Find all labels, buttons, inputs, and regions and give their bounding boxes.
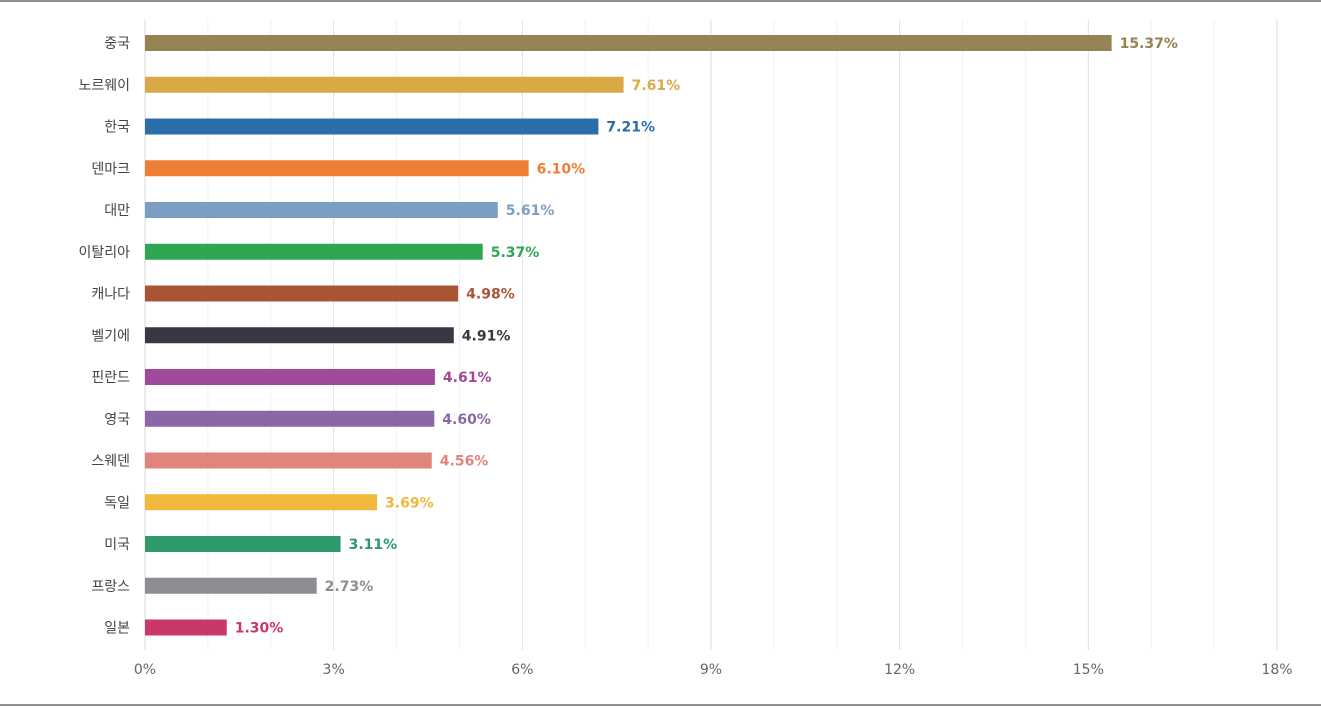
category-label: 대만 [104,203,130,219]
bar [145,118,599,135]
bar [145,619,227,636]
bar [145,327,454,344]
bar [145,243,483,260]
value-label: 2.73% [325,579,374,595]
label-layer: 0% 3% 6% 9% 12% 15% 18% 중국 15.37% 노르웨이 7.61% 한국 7.21… [78,36,1292,678]
bar [145,285,459,302]
value-label: 4.61% [443,370,492,386]
bar [145,577,317,594]
x-tick-label: 3% [323,662,345,678]
category-label: 한국 [104,120,130,136]
category-label: 벨기에 [91,328,130,344]
category-label: 이탈리아 [78,245,130,261]
value-label: 3.69% [385,495,434,511]
category-label: 중국 [104,36,130,52]
bar [145,536,341,552]
value-label: 1.30% [235,621,284,637]
category-label: 미국 [104,537,130,553]
category-label: 덴마크 [91,161,130,177]
x-tick-label: 18% [1261,662,1292,678]
bar [145,202,498,218]
value-label: 4.56% [440,454,489,470]
category-label: 캐나다 [91,287,130,303]
x-tick-label: 12% [884,662,915,678]
value-label: 4.98% [466,287,515,303]
value-label: 4.60% [442,412,491,428]
bar [145,410,435,427]
x-tick-label: 9% [700,662,722,678]
value-label: 3.11% [349,537,398,553]
category-label: 노르웨이 [78,78,130,94]
x-tick-label: 15% [1073,662,1104,678]
bar [145,160,529,177]
value-label: 5.61% [506,203,555,219]
value-label: 4.91% [462,328,511,344]
x-tick-label: 0% [134,662,156,678]
bar [145,76,624,93]
category-label: 스웨덴 [91,454,130,470]
category-label: 일본 [104,621,130,637]
bar [145,369,435,385]
value-label: 5.37% [491,245,540,261]
bar [145,35,1112,51]
value-label: 15.37% [1120,36,1178,52]
bar [145,494,378,511]
value-label: 7.21% [606,120,655,136]
category-label: 프랑스 [91,579,130,595]
value-label: 7.61% [632,78,681,94]
category-label: 영국 [104,412,130,428]
bar [145,452,432,469]
value-label: 6.10% [537,161,586,177]
category-label: 독일 [104,495,130,511]
category-label: 핀란드 [91,370,130,386]
x-tick-label: 6% [511,662,533,678]
bar-layer [145,35,1112,636]
